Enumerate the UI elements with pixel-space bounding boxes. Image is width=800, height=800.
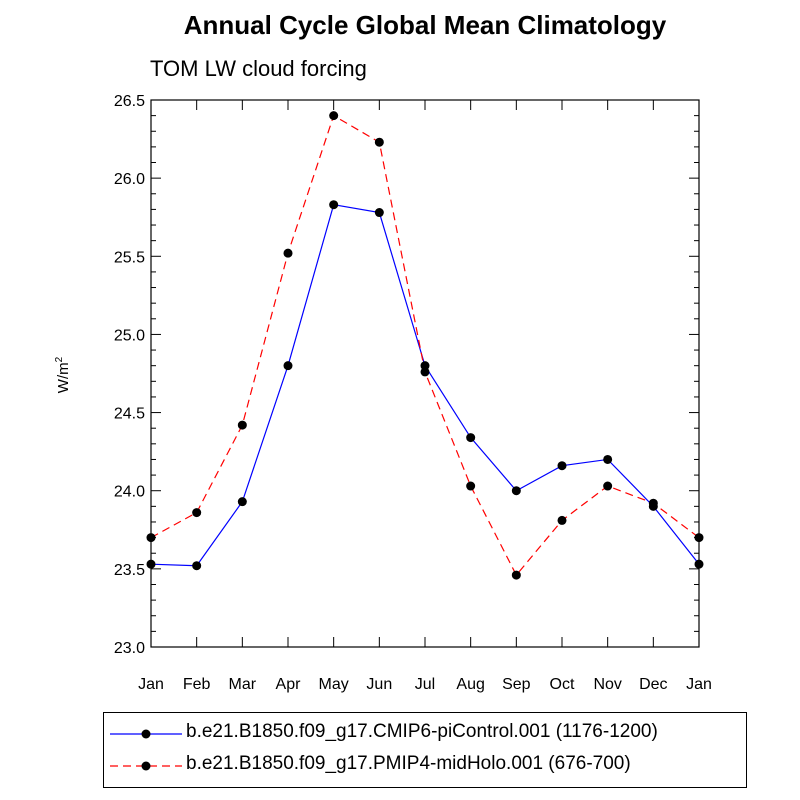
legend-label-0: b.e21.B1850.f09_g17.CMIP6-piControl.001 … (186, 721, 658, 742)
legend-label-1: b.e21.B1850.f09_g17.PMIP4-midHolo.001 (6… (186, 753, 631, 774)
x-tick-label: Dec (639, 676, 667, 693)
data-point-1 (557, 515, 567, 525)
x-tick-label: Jan (138, 676, 164, 693)
data-point-1 (511, 570, 521, 580)
y-axis-label-superscript: 2 (54, 356, 65, 362)
data-point-0 (557, 461, 567, 471)
y-tick-label: 23.0 (114, 640, 145, 657)
x-tick-label: Apr (276, 676, 302, 693)
data-point-1 (192, 508, 202, 518)
x-tick-label: Aug (456, 676, 484, 693)
y-tick-label: 24.5 (114, 406, 145, 423)
data-point-0 (511, 486, 521, 496)
x-tick-label: Mar (229, 676, 257, 693)
x-tick-label: Nov (593, 676, 621, 693)
x-tick-label: Jun (366, 676, 392, 693)
y-tick-label: 23.5 (114, 562, 145, 579)
line-chart: 23.0 23.5 24.0 24.5 25.0 25.5 26.0 26.5 Jan Feb Ma… (54, 93, 712, 693)
data-point-0 (146, 559, 156, 569)
data-point-0 (694, 559, 704, 569)
data-point-0 (329, 200, 339, 210)
data-point-0 (603, 454, 613, 464)
data-point-1 (374, 137, 384, 147)
data-point-0 (192, 561, 202, 571)
data-point-0 (466, 433, 476, 443)
y-axis-label-text: W/m (55, 362, 72, 393)
y-axis-label: W/m2 (54, 356, 72, 393)
x-tick-label: Jan (686, 676, 712, 693)
y-tick-label: 26.0 (114, 171, 145, 188)
legend-entry-0: b.e21.B1850.f09_g17.CMIP6-piControl.001 … (104, 719, 746, 749)
legend-swatch-1 (110, 761, 182, 771)
series-line-1 (150, 114, 700, 577)
x-tick-label: Feb (183, 676, 211, 693)
legend-swatch-0 (110, 729, 182, 739)
data-point-1 (694, 533, 704, 543)
data-point-1 (146, 533, 156, 543)
y-tick-label: 25.0 (114, 327, 145, 344)
data-point-0 (420, 361, 430, 371)
data-point-1 (420, 367, 430, 377)
chart-subtitle: TOM LW cloud forcing (150, 56, 367, 81)
legend: b.e21.B1850.f09_g17.CMIP6-piControl.001 … (103, 712, 747, 788)
data-point-0 (237, 497, 247, 507)
x-tick-label: May (319, 676, 349, 693)
data-point-1 (237, 420, 247, 430)
y-tick-label: 24.0 (114, 484, 145, 501)
data-point-0 (374, 208, 384, 218)
data-point-1 (466, 481, 476, 491)
x-tick-label: Sep (502, 676, 531, 693)
data-point-1 (603, 481, 613, 491)
y-tick-label: 26.5 (114, 93, 145, 110)
x-tick-label: Oct (550, 676, 575, 693)
data-point-1 (283, 248, 293, 258)
chart-title: Annual Cycle Global Mean Climatology (183, 10, 667, 40)
series-layer (146, 111, 704, 580)
data-point-1 (648, 498, 658, 508)
data-point-0 (283, 361, 293, 371)
series-line-0 (150, 204, 700, 567)
legend-entry-1: b.e21.B1850.f09_g17.PMIP4-midHolo.001 (6… (104, 751, 746, 781)
axes: 23.0 23.5 24.0 24.5 25.0 25.5 26.0 26.5 Jan Feb Ma… (114, 93, 712, 693)
x-tick-label: Jul (415, 676, 435, 693)
data-point-1 (329, 111, 339, 121)
y-tick-label: 25.5 (114, 249, 145, 266)
